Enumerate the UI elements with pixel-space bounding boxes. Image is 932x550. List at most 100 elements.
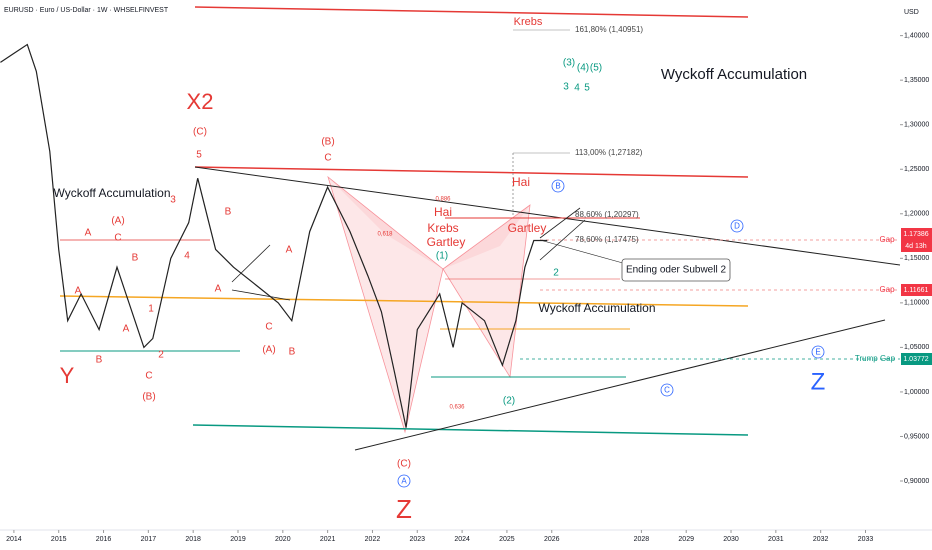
x-tick-label: 2032 xyxy=(813,536,829,543)
y-tick-label: 1,35000 xyxy=(904,77,929,84)
annotation: Z xyxy=(396,494,412,524)
annotation: B xyxy=(96,355,103,366)
price-tag: 1.11661 xyxy=(904,287,929,294)
x-tick-label: 2021 xyxy=(320,536,336,543)
annotation: Gartley xyxy=(508,221,547,235)
annotation: Gap xyxy=(879,235,895,244)
annotation: 161,80% (1,40951) xyxy=(575,25,643,34)
wave-circle xyxy=(660,383,674,397)
x-tick-label: 2031 xyxy=(768,536,784,543)
annotation: (4) xyxy=(577,63,589,74)
annotation: 0,636 xyxy=(449,405,465,411)
x-tick-label: 2029 xyxy=(678,536,694,543)
annotation: Y xyxy=(60,363,75,388)
x-tick-label: 2017 xyxy=(141,536,157,543)
price-line xyxy=(0,43,548,428)
annotation: Krebs xyxy=(514,16,543,28)
annotation: C xyxy=(324,153,331,164)
x-tick-label: 2023 xyxy=(409,536,425,543)
annotation: Hai xyxy=(512,175,530,189)
x-tick-label: 2016 xyxy=(96,536,112,543)
x-tick-label: 2015 xyxy=(51,536,67,543)
annotation: A xyxy=(123,324,130,335)
y-tick-label: 1,00000 xyxy=(904,389,929,396)
wave-label: E xyxy=(815,348,820,357)
annotation: Hai xyxy=(434,205,452,219)
x-tick-label: 2026 xyxy=(544,536,560,543)
price-tag: 1.17386 xyxy=(903,231,928,238)
x-tick-label: 2024 xyxy=(454,536,470,543)
annotation: 3 xyxy=(563,82,569,93)
y-tick-label: 1,20000 xyxy=(904,211,929,218)
annotation: (B) xyxy=(321,137,334,148)
wave-circle xyxy=(551,179,565,193)
annotation: (2) xyxy=(503,396,515,407)
x-tick-label: 2014 xyxy=(6,536,22,543)
wave-label: B xyxy=(555,182,560,191)
annotation: 88,60% (1,20297) xyxy=(575,210,639,219)
annotation: 2 xyxy=(158,350,164,361)
x-tick-label: 2019 xyxy=(230,536,246,543)
price-tag: 4d 13h xyxy=(905,243,927,250)
annotation: 113,00% (1,27182) xyxy=(575,148,643,157)
annotation: 3 xyxy=(170,195,176,206)
annotation: X2 xyxy=(187,89,214,114)
annotation: 1 xyxy=(148,304,154,315)
x-tick-label: 2020 xyxy=(275,536,291,543)
y-tick-label: 1,15000 xyxy=(904,255,929,262)
annotation: Z xyxy=(811,368,826,395)
wave-label: C xyxy=(664,386,670,395)
x-tick-label: 2025 xyxy=(499,536,515,543)
annotation: (5) xyxy=(590,63,602,74)
price-tag: 1.03772 xyxy=(903,356,928,363)
annotation: B xyxy=(289,347,296,358)
annotation: Wyckoff Accumulation xyxy=(538,301,655,315)
annotation: Gartley xyxy=(427,235,466,249)
wave-circle xyxy=(811,345,825,359)
annotation: 0,886 xyxy=(435,197,451,203)
annotation: B xyxy=(225,207,232,218)
y-tick-label: 1,05000 xyxy=(904,344,929,351)
annotation: (A) xyxy=(111,216,124,227)
y-tick-label: 1,10000 xyxy=(904,300,929,307)
annotation: Gap xyxy=(879,285,895,294)
annotation: Trump Gap xyxy=(855,354,896,363)
x-tick-label: 2018 xyxy=(185,536,201,543)
annotation: (3) xyxy=(563,58,575,69)
annotation: 0,618 xyxy=(377,232,393,238)
annotation: (1) xyxy=(436,251,448,262)
price-axis-bg xyxy=(900,0,932,530)
wave-circle xyxy=(730,219,744,233)
annotation: 5 xyxy=(584,83,590,94)
wave-circle xyxy=(397,474,411,488)
annotation: C xyxy=(114,233,121,244)
x-tick-label: 2022 xyxy=(365,536,381,543)
annotation: A xyxy=(215,284,222,295)
currency-label: USD xyxy=(904,9,919,16)
x-tick-label: 2030 xyxy=(723,536,739,543)
annotation: 2 xyxy=(553,268,559,279)
annotation: (B) xyxy=(142,392,155,403)
x-tick-label: 2033 xyxy=(858,536,874,543)
drawings xyxy=(59,6,932,451)
annotation: A xyxy=(75,286,82,297)
annotation: C xyxy=(265,322,272,333)
y-tick-label: 1,40000 xyxy=(904,32,929,39)
annotation: A xyxy=(85,228,92,239)
annotation: Wyckoff Accumulation xyxy=(661,66,807,83)
symbol-header: EURUSD · Euro / US-Dollar · 1W · WHSELFI… xyxy=(4,7,169,14)
annotation: 5 xyxy=(196,150,202,161)
wave-label: D xyxy=(734,222,740,231)
y-tick-label: 0,95000 xyxy=(904,433,929,440)
y-tick-label: 0,90000 xyxy=(904,478,929,485)
annotation: Wyckoff Accumulation xyxy=(53,186,170,200)
annotation: B xyxy=(132,253,139,264)
annotation: 78,60% (1,17475) xyxy=(575,235,639,244)
annotation: 4 xyxy=(574,83,580,94)
annotation: (C) xyxy=(397,459,411,470)
y-tick-label: 1,25000 xyxy=(904,166,929,173)
wave-label: A xyxy=(401,477,407,486)
annotation: A xyxy=(286,245,293,256)
